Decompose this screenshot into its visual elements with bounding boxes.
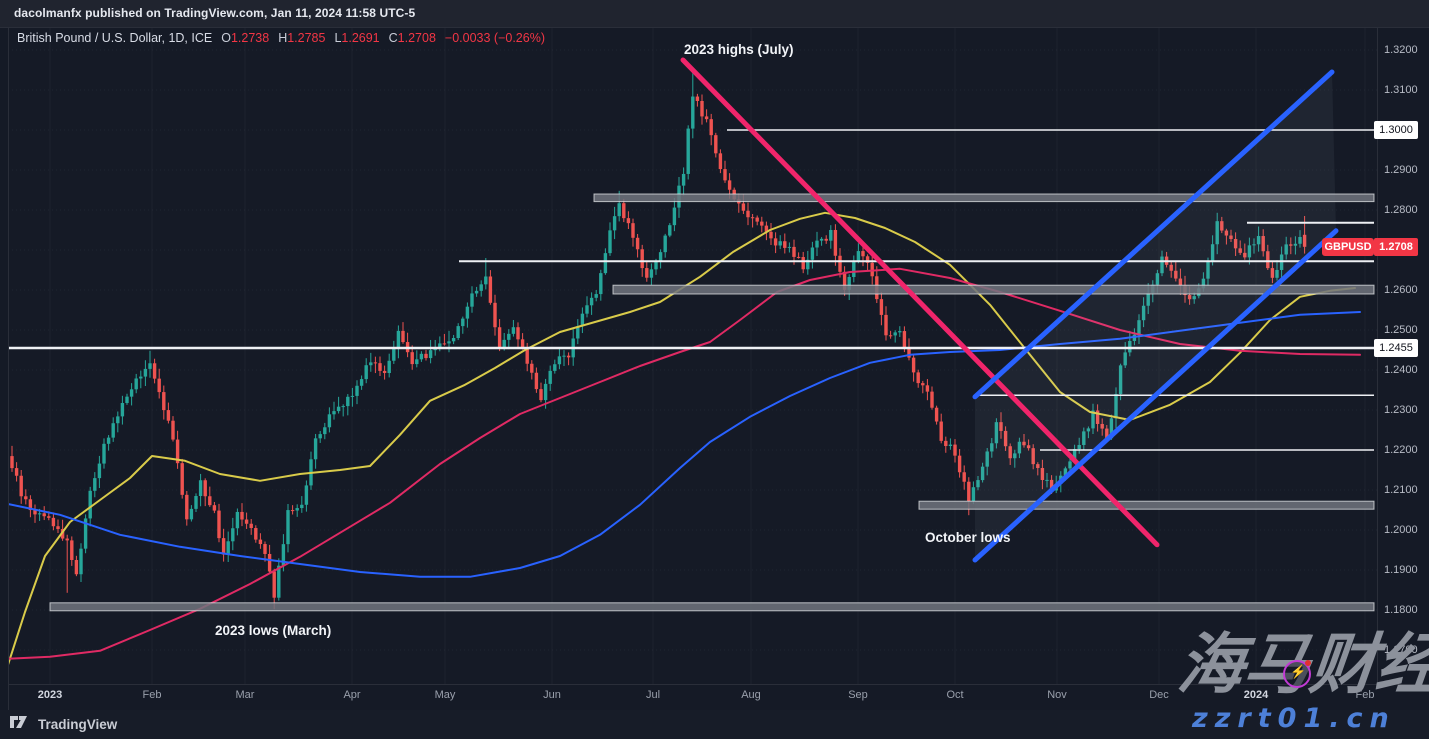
time-tick-label[interactable]: Jul	[645, 689, 661, 701]
price-level-label-box[interactable]: 1.2455	[1374, 339, 1418, 357]
time-tick-label[interactable]: Jun	[543, 689, 561, 701]
price-chart[interactable]: 2023 highs (July) October lows 2023 lows (…	[8, 28, 1421, 684]
price-tick-label[interactable]: 1.2000	[1384, 524, 1418, 536]
october-lows-zone-1.2072-1.2052[interactable]	[918, 500, 1375, 510]
time-tick-label[interactable]: Sep	[848, 689, 868, 701]
high-label: H	[278, 31, 288, 45]
price-tick-label[interactable]: 1.3200	[1384, 44, 1418, 56]
ma-blue	[8, 311, 1361, 578]
time-tick-label[interactable]: Mar	[235, 689, 255, 701]
annotation-text[interactable]: October lows	[925, 530, 1011, 545]
tradingview-logo-text: TradingView	[38, 716, 118, 732]
watermark-lightning-icon: ⚡	[1283, 660, 1311, 688]
price-tick-label[interactable]: 1.2400	[1384, 364, 1418, 376]
close-value: 1.2708	[397, 31, 436, 45]
price-tick-label[interactable]: 1.2800	[1384, 204, 1418, 216]
time-axis[interactable]: 2023 Feb Mar Apr May Jun Jul Aug Sep Oct Nov Dec 202…	[0, 684, 1429, 710]
price-tick-label[interactable]: 1.2100	[1384, 484, 1418, 496]
symbol-price-tag: GBPUSD	[1322, 237, 1374, 256]
change-value: −0.0033 (−0.26%)	[444, 31, 545, 45]
time-tick-label[interactable]: Aug	[741, 689, 761, 701]
candles-layer	[10, 73, 1307, 610]
price-tick-label[interactable]: 1.2900	[1384, 164, 1418, 176]
high-value: 1.2785	[287, 31, 326, 45]
footer-bar: TradingView	[0, 710, 1429, 739]
channel-lower[interactable]	[972, 228, 1339, 563]
low-label: L	[334, 31, 342, 45]
time-tick-label[interactable]: 2024	[1243, 689, 1269, 701]
time-tick-label[interactable]: Dec	[1149, 689, 1169, 701]
time-tick-label[interactable]: Feb	[142, 689, 162, 701]
price-tick-label[interactable]: 1.2300	[1384, 404, 1418, 416]
watermark-url-text: zzrt01.cn	[1192, 703, 1396, 734]
zones-layer	[49, 193, 1375, 612]
ma-pink	[8, 267, 1361, 660]
channel-upper[interactable]	[972, 69, 1335, 400]
price-tick-label[interactable]: 1.2600	[1384, 284, 1418, 296]
tradingview-logo[interactable]: TradingView	[10, 716, 117, 732]
time-tick-label[interactable]: May	[434, 689, 456, 701]
lightning-bolt-glyph: ⚡	[1290, 664, 1307, 679]
low-value: 1.2691	[341, 31, 380, 45]
price-tick-label[interactable]: 1.2500	[1384, 324, 1418, 336]
price-tick-label[interactable]: 1.3100	[1384, 84, 1418, 96]
tradingview-logo-icon	[10, 716, 27, 728]
open-value: 1.2738	[230, 31, 270, 45]
time-tick-label[interactable]: Nov	[1047, 689, 1067, 701]
supply-zone-1.2840-1.2821[interactable]	[593, 193, 1375, 203]
price-tick-label[interactable]: 1.1700	[1384, 644, 1418, 656]
published-bar: dacolmanfx published on TradingView.com,…	[0, 0, 1429, 28]
published-text: dacolmanfx published on TradingView.com,…	[14, 6, 416, 20]
price-tick-label[interactable]: 1.2200	[1384, 444, 1418, 456]
2023-lows-zone-1.1818-1.1798[interactable]	[49, 602, 1375, 612]
red-dot	[1305, 660, 1311, 666]
time-tick-label[interactable]: 2023	[37, 689, 63, 701]
zone-1.2612-1.2590[interactable]	[612, 284, 1375, 295]
symbol-legend[interactable]: British Pound / U.S. Dollar, 1D, ICE O1.2…	[17, 31, 545, 45]
price-axis[interactable]: 1.3200 1.3100 1.3000 1.2900 1.2800 1.2600 1.25…	[1374, 28, 1429, 684]
symbol-title[interactable]: British Pound / U.S. Dollar, 1D, ICE	[17, 31, 213, 45]
current-price-label: 1.2708	[1374, 237, 1418, 256]
open-label: O	[221, 31, 231, 45]
time-tick-label[interactable]: Feb	[1355, 689, 1375, 701]
channel-fill	[975, 72, 1336, 560]
annotation-text[interactable]: 2023 lows (March)	[215, 623, 331, 638]
price-tick-label[interactable]: 1.1800	[1384, 604, 1418, 616]
price-tick-label[interactable]: 1.1900	[1384, 564, 1418, 576]
time-tick-label[interactable]: Apr	[343, 689, 361, 701]
annotation-text[interactable]: 2023 highs (July)	[684, 42, 794, 57]
price-level-label-box[interactable]: 1.3000	[1374, 121, 1418, 139]
close-label: C	[388, 31, 398, 45]
time-tick-label[interactable]: Oct	[946, 689, 964, 701]
